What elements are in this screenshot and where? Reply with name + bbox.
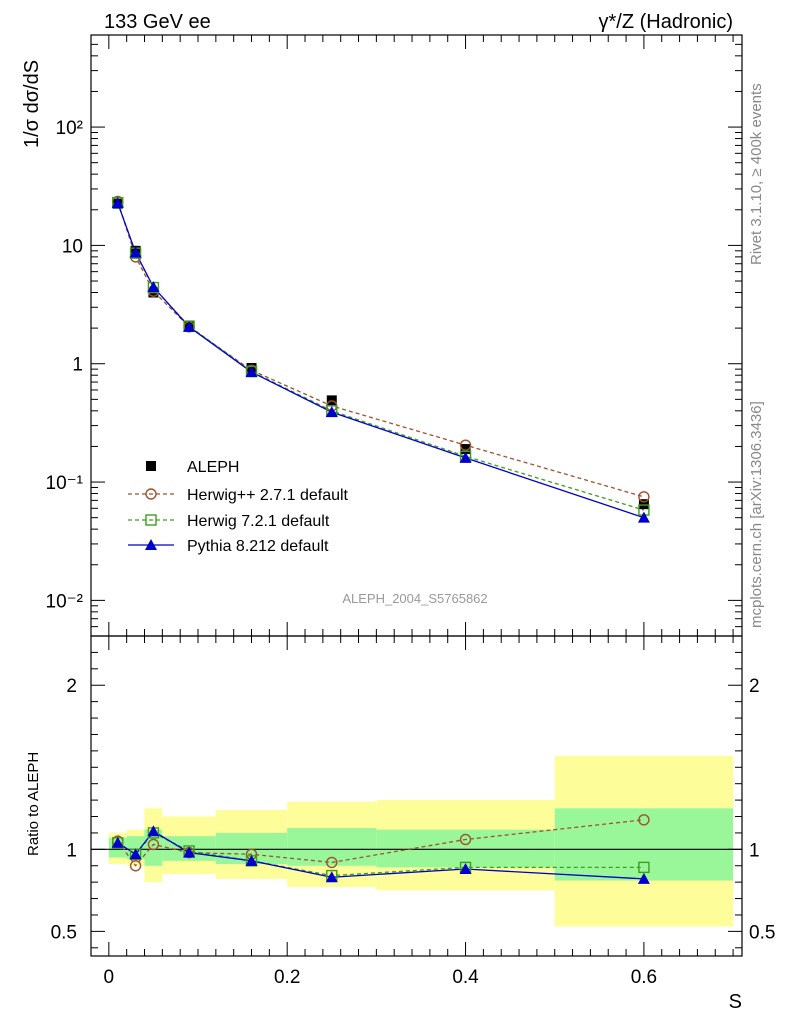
legend-label-herwig-7-2-1-default: Herwig 7.2.1 default xyxy=(187,513,330,530)
ratio-point-pythia-8-212-default-2 xyxy=(147,825,160,837)
ratio-ytick-label-right: 1 xyxy=(749,840,760,861)
main-point-pythia-8-212-default-5 xyxy=(325,406,338,418)
main-point-pythia-8-212-default-1 xyxy=(129,246,142,258)
energy-label: 133 GeV ee xyxy=(104,11,211,33)
ratio-plot-panel: 0 0.2 0.4 0.6 0.5 0.5 1 1 2 2 xyxy=(51,635,775,988)
uncertainty-band-inner-2 xyxy=(144,829,163,866)
ratio-point-pythia-8-212-default-6 xyxy=(459,863,472,875)
main-point-aleph-6 xyxy=(460,444,471,455)
ratio-ytick-label-right: 2 xyxy=(749,676,760,697)
ratio-point-pythia-8-212-default-0 xyxy=(111,836,124,848)
source-label: mcplots.cern.ch [arXiv:1306.3436] xyxy=(748,401,765,628)
ratio-line-pythia-8-212-default xyxy=(117,830,644,880)
xtick-label: 0 xyxy=(104,967,115,988)
xtick-label: 0.4 xyxy=(452,967,479,988)
uncertainty-band-inner-7 xyxy=(554,808,734,881)
ratio-point-pythia-8-212-default-4 xyxy=(245,854,258,866)
main-point-pythia-8-212-default-0 xyxy=(111,197,124,209)
main-line-herwig-2-7-1-default xyxy=(117,201,645,498)
main-point-pythia-8-212-default-2 xyxy=(147,281,160,293)
ratio-frame xyxy=(90,635,743,957)
main-plot-panel: 10⁻² 10⁻¹ 1 10 10² xyxy=(46,34,743,637)
ratio-ytick-label-left: 1 xyxy=(66,840,77,861)
legend-label-herwig-2-7-1-default: Herwig++ 2.7.1 default xyxy=(187,487,349,504)
ratio-point-pythia-8-212-default-3 xyxy=(183,846,196,858)
main-ylabel: 1/σ dσ/dS xyxy=(21,60,43,148)
xlabel: S xyxy=(729,991,742,1013)
rivet-version-label: Rivet 3.1.10, ≥ 400k events xyxy=(748,83,765,265)
process-label: γ*/Z (Hadronic) xyxy=(599,11,733,33)
main-point-aleph-7 xyxy=(638,499,649,510)
main-ytick-label: 10 xyxy=(62,236,83,257)
uncertainty-band-inner-5 xyxy=(287,828,377,866)
ratio-point-pythia-8-212-default-7 xyxy=(637,872,650,884)
ratio-point-herwig-2-7-1-default-1 xyxy=(129,860,142,872)
ratio-ytick-label-right: 0.5 xyxy=(749,922,775,943)
ratio-point-herwig-7-2-1-default-7 xyxy=(638,861,650,874)
main-ytick-label: 10² xyxy=(56,118,83,139)
main-ytick-label: 1 xyxy=(72,355,83,376)
main-point-pythia-8-212-default-6 xyxy=(459,451,472,463)
legend-label-aleph: ALEPH xyxy=(187,459,239,476)
ratio-point-pythia-8-212-default-1 xyxy=(129,848,142,860)
main-point-pythia-8-212-default-3 xyxy=(183,320,196,332)
ratio-ylabel: Ratio to ALEPH xyxy=(25,752,42,856)
main-point-pythia-8-212-default-4 xyxy=(245,366,258,378)
ratio-point-herwig-2-7-1-default-2 xyxy=(147,838,160,851)
legend-marker-herwig-2-7-1-default xyxy=(145,488,157,500)
xtick-label: 0.6 xyxy=(631,967,657,988)
main-point-herwig-2-7-1-default-6 xyxy=(459,439,472,451)
ratio-point-herwig-2-7-1-default-6 xyxy=(459,833,472,846)
main-ytick-label: 10⁻² xyxy=(46,591,84,612)
main-ytick-label: 10⁻¹ xyxy=(46,473,84,494)
ratio-point-herwig-2-7-1-default-7 xyxy=(638,814,650,826)
ratio-point-pythia-8-212-default-5 xyxy=(325,871,338,883)
analysis-watermark: ALEPH_2004_S5765862 xyxy=(342,591,487,606)
legend-marker-herwig-7-2-1-default xyxy=(145,514,157,526)
xtick-label: 0.2 xyxy=(274,967,300,988)
ratio-line-herwig-7-2-1-default xyxy=(117,832,644,877)
ratio-ytick-label-left: 0.5 xyxy=(51,922,77,943)
ratio-ytick-label-left: 2 xyxy=(66,676,77,697)
ratio-point-herwig-2-7-1-default-5 xyxy=(326,856,338,869)
main-point-herwig-2-7-1-default-7 xyxy=(638,491,650,503)
legend: ALEPH Herwig++ 2.7.1 default Herwig 7.2.1 … xyxy=(128,459,349,555)
legend-marker-aleph xyxy=(146,461,156,471)
legend-marker-pythia-8-212-default xyxy=(145,539,157,550)
legend-label-pythia-8-212-default: Pythia 8.212 default xyxy=(187,538,329,555)
uncertainty-band-inner-6 xyxy=(376,829,555,868)
main-point-pythia-8-212-default-7 xyxy=(637,511,650,523)
